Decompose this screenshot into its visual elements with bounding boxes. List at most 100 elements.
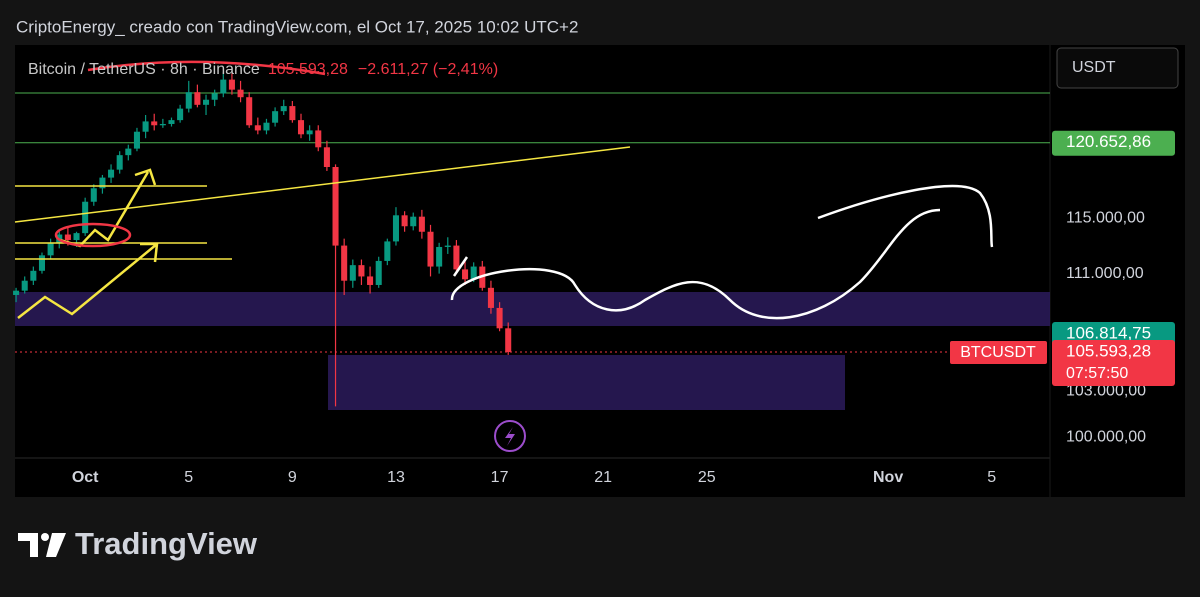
brand-name: TradingView: [75, 526, 258, 561]
candle-body: [203, 99, 210, 105]
ticker: BTCUSDT: [960, 344, 1036, 361]
x-tick-label: 17: [491, 469, 509, 486]
candle-body: [487, 287, 494, 308]
candle-body: [185, 92, 192, 109]
last-price-label: 105.593,28: [1066, 341, 1151, 360]
candle-body: [211, 93, 218, 100]
candle-body: [272, 111, 279, 123]
candle-body: [436, 246, 443, 267]
candle-body: [367, 276, 374, 285]
currency-button-label: USDT: [1072, 59, 1116, 76]
candle-body: [410, 216, 417, 227]
x-tick-label: Nov: [873, 469, 903, 486]
last-price-badge: [1052, 340, 1175, 387]
candle-body: [108, 169, 115, 178]
y-tick-label: 111.000,00: [1066, 265, 1144, 282]
candle-body: [73, 233, 80, 241]
price-line-badge: [1052, 130, 1175, 156]
x-tick-label: 13: [387, 469, 405, 486]
candle-body: [133, 131, 140, 149]
drawing: [17, 242, 159, 319]
alert-icon[interactable]: [494, 420, 526, 452]
drawings: [14, 60, 994, 452]
candle-body: [64, 234, 71, 241]
header-change: −2.611,27 (−2,41%): [358, 61, 498, 78]
candle-body: [470, 266, 477, 280]
candle-body: [444, 245, 451, 247]
candle-body: [168, 120, 175, 124]
candle-body: [332, 166, 339, 246]
candle-body: [237, 89, 244, 98]
logo-part: [18, 533, 38, 557]
candle-body: [82, 201, 89, 234]
x-tick-label: 21: [594, 469, 612, 486]
y-tick-label: 100.000,00: [1066, 429, 1146, 446]
candle-body: [401, 215, 408, 227]
candle-body: [125, 148, 132, 156]
candle-body: [392, 215, 399, 242]
credit: CriptoEnergy_ creado con TradingView.com…: [16, 17, 578, 36]
candle-body: [263, 122, 270, 131]
candle-body: [289, 106, 296, 121]
brand-logo: [18, 533, 66, 557]
x-tick-label: 5: [987, 469, 996, 486]
logo-part: [46, 533, 66, 557]
symbol: Bitcoin / TetherUS · 8h · Binance: [28, 61, 260, 78]
candle-body: [220, 79, 227, 94]
candle-body: [99, 177, 106, 189]
currency-button[interactable]: [1056, 47, 1179, 89]
overlay: 115.000,00 111.000,00 103.000,00 100.000,00…: [72, 130, 1175, 486]
x-tick-label: 9: [288, 469, 297, 486]
candle-body: [142, 121, 149, 132]
candle-body: [496, 307, 503, 329]
candle-body: [349, 265, 356, 281]
drawing: [54, 222, 132, 248]
ticker-badge: [950, 341, 1047, 365]
candle-body: [47, 242, 54, 256]
zone-label: 106.814,75: [1066, 323, 1151, 342]
candle-body: [151, 121, 158, 126]
candle-body: [159, 123, 166, 126]
zone: [15, 292, 1050, 326]
candle-body: [315, 130, 322, 148]
candle-body: [38, 255, 46, 271]
x-tick-label: Oct: [72, 469, 99, 486]
candle-body: [418, 216, 425, 232]
zone: [328, 355, 845, 410]
candle-body: [341, 245, 348, 281]
symbol-info: Bitcoin / TetherUS · 8h · Binance 105.593…: [28, 61, 498, 78]
y-tick-label: 103.000,00: [1066, 382, 1146, 399]
candle-body: [280, 106, 287, 112]
candle-body: [254, 125, 261, 131]
candle-body: [453, 245, 460, 270]
candle-body: [323, 147, 330, 167]
candle-body: [177, 108, 184, 121]
chart-panel: [15, 45, 1185, 497]
candle-body: [116, 155, 123, 170]
candle-body: [505, 328, 512, 353]
candle-body: [462, 269, 469, 280]
candle-body: [194, 92, 201, 105]
x-tick-label: 5: [184, 469, 193, 486]
y-tick-label: 115.000,00: [1066, 209, 1145, 226]
candle-body: [90, 188, 97, 202]
header-price: 105.593,28: [268, 61, 348, 78]
drawing: [450, 208, 941, 320]
candle-body: [13, 290, 20, 295]
candle-body: [358, 265, 365, 277]
alert-icon: [505, 427, 515, 446]
drawing: [817, 184, 994, 248]
candle-body: [384, 241, 391, 261]
candles: [13, 72, 512, 407]
candle-body: [30, 270, 37, 281]
x-tick-label: 25: [698, 469, 716, 486]
drawing: [87, 60, 326, 76]
price-line-label: 120.652,86: [1066, 132, 1151, 151]
countdown: 07:57:50: [1066, 365, 1128, 382]
candle-body: [375, 260, 382, 285]
logo-part: [41, 533, 49, 541]
drawing: [14, 146, 631, 223]
candle-body: [297, 120, 305, 135]
